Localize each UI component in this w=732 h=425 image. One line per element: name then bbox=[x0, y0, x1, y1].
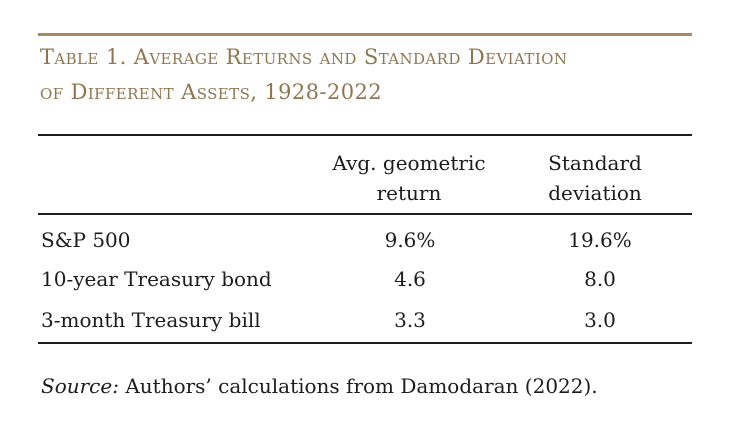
column-header-return: Avg. geometric return bbox=[327, 148, 491, 208]
asset-name-cell: S&P 500 bbox=[41, 228, 131, 252]
return-cell: 4.6 bbox=[394, 267, 426, 291]
asset-name-cell: 10-year Treasury bond bbox=[41, 267, 272, 291]
asset-name-cell: 3-month Treasury bill bbox=[41, 308, 261, 332]
standard-deviation-cell: 3.0 bbox=[584, 308, 616, 332]
column-header-sd-line-1: Standard bbox=[548, 151, 642, 175]
table-row: 10-year Treasury bond 4.6 8.0 bbox=[0, 259, 732, 299]
header-bottom-rule bbox=[38, 213, 692, 215]
column-header-standard-deviation: Standard deviation bbox=[525, 148, 665, 208]
table-title-line-1: Table 1. Average Returns and Standard De… bbox=[40, 45, 568, 69]
title-top-rule bbox=[38, 33, 692, 36]
table-row: S&P 500 9.6% 19.6% bbox=[0, 220, 732, 260]
standard-deviation-cell: 19.6% bbox=[568, 228, 632, 252]
table-bottom-rule bbox=[38, 342, 692, 344]
column-header-return-line-2: return bbox=[376, 181, 442, 205]
standard-deviation-cell: 8.0 bbox=[584, 267, 616, 291]
source-label: Source: bbox=[41, 374, 119, 398]
header-top-rule bbox=[38, 134, 692, 136]
column-header-return-line-1: Avg. geometric bbox=[332, 151, 486, 175]
source-note: Source: Authors’ calculations from Damod… bbox=[41, 370, 598, 402]
return-cell: 3.3 bbox=[394, 308, 426, 332]
table-row: 3-month Treasury bill 3.3 3.0 bbox=[0, 300, 732, 340]
table-title-line-2: of Different Assets, 1928-2022 bbox=[40, 80, 382, 104]
column-header-sd-line-2: deviation bbox=[548, 181, 642, 205]
source-text: Authors’ calculations from Damodaran (20… bbox=[118, 374, 598, 398]
return-cell: 9.6% bbox=[384, 228, 436, 252]
